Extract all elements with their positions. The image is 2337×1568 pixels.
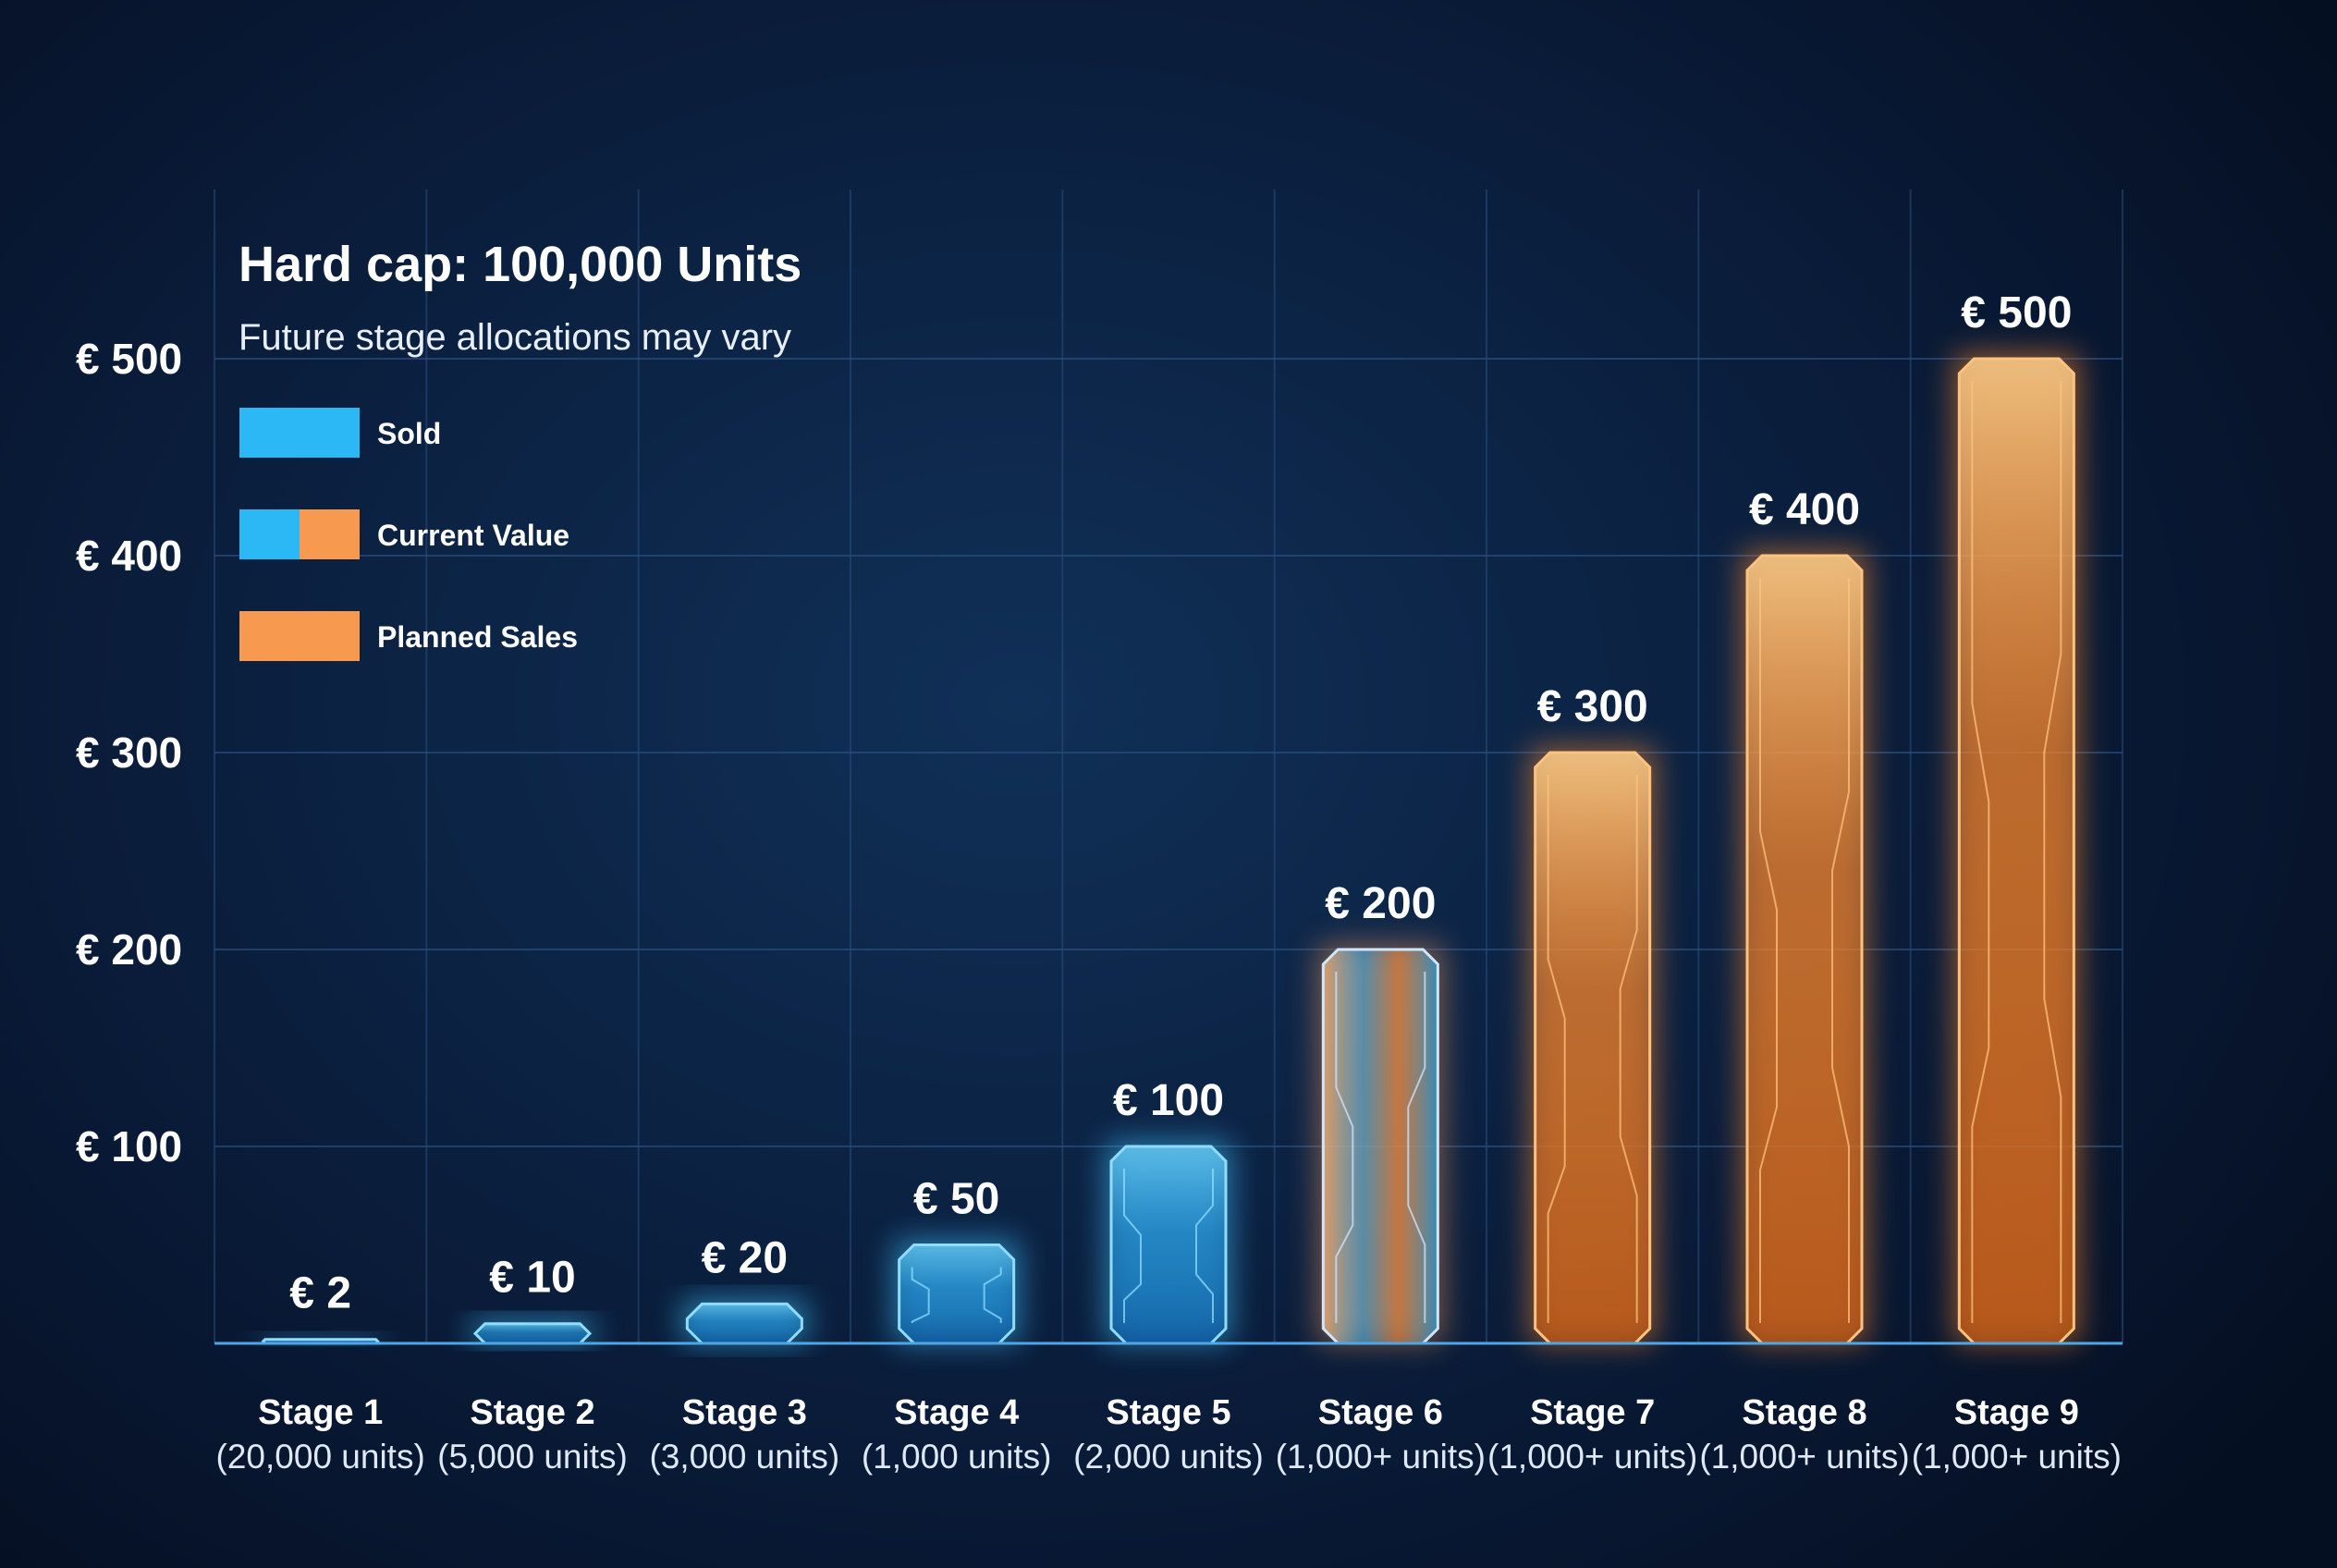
value-label: € 2 — [289, 1269, 351, 1318]
bar-circuit-right — [2043, 381, 2062, 1323]
bar-circuit-left — [1759, 578, 1778, 1323]
bar-body — [472, 1322, 593, 1345]
legend-label-current: Current Value — [377, 519, 569, 552]
bar-body — [685, 1302, 803, 1345]
x-tick-units-label: (1,000+ units) — [1912, 1438, 2122, 1476]
value-label: € 300 — [1537, 682, 1648, 731]
y-tick-label: € 100 — [76, 1122, 182, 1170]
bar-7 — [1529, 747, 1656, 1345]
value-label: € 500 — [1961, 288, 2072, 337]
bar-circuit-right — [1195, 1169, 1214, 1323]
bar-body — [1957, 357, 2075, 1345]
x-tick-label: Stage 7 — [1530, 1393, 1655, 1432]
bar-6 — [1317, 944, 1444, 1345]
x-tick-units-label: (1,000+ units) — [1699, 1438, 1909, 1476]
x-tick-units-label: (20,000 units) — [216, 1438, 425, 1476]
x-tick-label: Stage 2 — [470, 1393, 594, 1432]
bar-circuit-right — [983, 1267, 1002, 1323]
bar-circuit-left — [1547, 775, 1566, 1323]
x-tick-units-label: (2,000 units) — [1073, 1438, 1264, 1476]
bar-9 — [1953, 353, 2080, 1345]
x-tick-label: Stage 4 — [894, 1393, 1019, 1432]
y-axis: € 100 € 200 € 300 € 400 € 500 — [76, 335, 182, 1170]
x-tick-label: Stage 5 — [1106, 1393, 1230, 1432]
legend-swatch-current — [239, 509, 360, 559]
y-tick-label: € 200 — [76, 925, 182, 974]
y-tick-label: € 400 — [76, 532, 182, 580]
value-label: € 10 — [489, 1254, 575, 1303]
x-tick-units-label: (1,000+ units) — [1487, 1438, 1697, 1476]
bar-circuit-left — [1335, 972, 1354, 1323]
bar-8 — [1742, 550, 1867, 1345]
bar-circuit-right — [1619, 775, 1638, 1323]
x-axis: Stage 1 (20,000 units) Stage 2 (5,000 units… — [214, 1341, 2123, 1476]
legend-label-sold: Sold — [377, 417, 441, 450]
legend-label-planned: Planned Sales — [377, 620, 578, 654]
bar-body — [898, 1243, 1016, 1345]
bar-3 — [681, 1298, 808, 1345]
chart-title: Hard cap: 100,000 Units — [239, 237, 801, 292]
bar-2 — [470, 1317, 595, 1345]
bar-4 — [893, 1239, 1020, 1345]
chart-header: Hard cap: 100,000 Units Future stage all… — [239, 237, 801, 358]
bar-body — [1321, 948, 1439, 1345]
y-tick-label: € 300 — [76, 729, 182, 777]
x-tick-label: Stage 1 — [258, 1393, 383, 1432]
bar-1 — [257, 1333, 384, 1345]
bar-circuit-left — [1123, 1169, 1142, 1323]
bar-circuit-left — [1971, 381, 1990, 1323]
x-tick-units-label: (1,000+ units) — [1276, 1438, 1486, 1476]
bars — [257, 353, 2080, 1345]
bar-circuit-right — [1407, 972, 1426, 1323]
y-tick-label: € 500 — [76, 335, 182, 383]
x-tick-units-label: (5,000 units) — [437, 1438, 628, 1476]
x-tick-units-label: (3,000 units) — [649, 1438, 839, 1476]
legend-swatch-sold — [239, 408, 360, 458]
x-tick-label: Stage 8 — [1742, 1393, 1866, 1432]
value-label: € 200 — [1325, 879, 1436, 928]
value-label: € 20 — [702, 1233, 788, 1282]
value-labels: € 2 € 10 € 20 € 50 € 100 € 200 € 300 € 400 € 500 — [289, 288, 2072, 1318]
chart-subtitle: Future stage allocations may vary — [239, 317, 791, 358]
bar-body — [1534, 751, 1652, 1345]
x-tick-units-label: (1,000 units) — [862, 1438, 1052, 1476]
bar-5 — [1106, 1141, 1231, 1345]
x-tick-label: Stage 3 — [682, 1393, 807, 1432]
value-label: € 400 — [1749, 485, 1860, 534]
legend-swatch-planned — [239, 611, 360, 661]
bar-body — [1109, 1145, 1228, 1345]
x-tick-label: Stage 9 — [1954, 1393, 2079, 1432]
legend: Sold Current Value Planned Sales — [239, 408, 578, 661]
bar-circuit-right — [1831, 578, 1850, 1323]
value-label: € 50 — [913, 1175, 999, 1224]
value-label: € 100 — [1113, 1076, 1224, 1125]
bar-circuit-left — [911, 1267, 930, 1323]
x-tick-label: Stage 6 — [1318, 1393, 1443, 1432]
bar-body — [1745, 554, 1864, 1345]
